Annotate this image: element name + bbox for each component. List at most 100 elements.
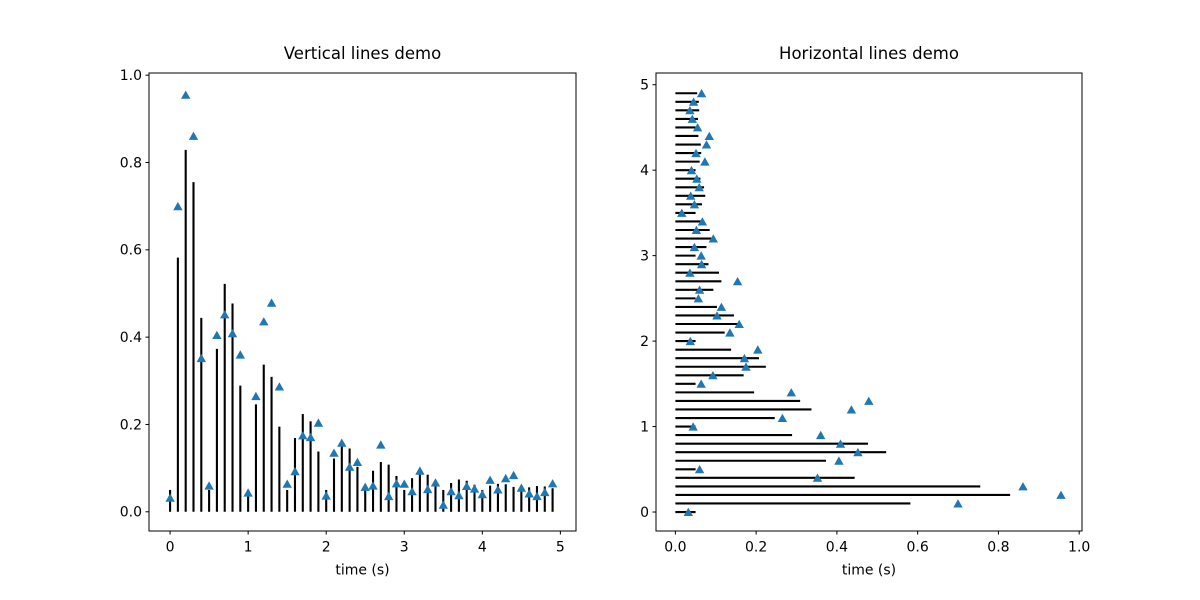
marker-triangle — [384, 491, 394, 501]
y-tick-label: 0.6 — [120, 243, 142, 259]
marker-triangle — [741, 362, 751, 371]
right-axes: Horizontal lines demo 0.0 0.2 0.4 0.6 0.8 1.0… — [640, 44, 1090, 579]
marker-triangle — [777, 413, 788, 422]
marker-triangle — [547, 479, 558, 488]
marker-triangle — [701, 140, 712, 149]
marker-triangle — [853, 447, 863, 457]
marker-triangle — [691, 225, 702, 234]
y-tick-label: 1.0 — [120, 68, 142, 84]
marker-triangle — [337, 438, 347, 447]
marker-triangle — [485, 475, 495, 484]
marker-triangle — [274, 382, 285, 391]
x-tick-label: 0.4 — [826, 540, 848, 556]
marker-triangle — [251, 391, 261, 401]
marker-triangle — [677, 208, 687, 217]
marker-triangle — [196, 353, 206, 363]
marker-triangle — [493, 485, 503, 494]
y-tick-label: 3 — [640, 249, 649, 265]
marker-triangle — [477, 490, 487, 499]
left-axes-stem-lines — [169, 149, 554, 512]
marker-triangle — [704, 131, 714, 140]
marker-triangle — [708, 371, 718, 380]
marker-triangle — [696, 251, 706, 260]
marker-triangle — [243, 488, 253, 497]
marker-triangle — [540, 487, 550, 497]
marker-triangle — [685, 268, 695, 277]
marker-triangle — [329, 448, 339, 457]
marker-triangle — [694, 183, 704, 192]
y-tick-label: 0.4 — [120, 330, 142, 346]
marker-triangle — [688, 422, 698, 431]
marker-triangle — [725, 328, 735, 337]
left-axes-markers — [165, 90, 558, 509]
marker-triangle — [953, 499, 963, 508]
marker-triangle — [693, 294, 704, 303]
axes-spine — [148, 72, 577, 532]
marker-triangle — [692, 123, 703, 132]
marker-triangle — [532, 491, 542, 501]
marker-triangle — [691, 148, 701, 158]
marker-triangle — [689, 200, 700, 209]
marker-triangle — [282, 479, 292, 488]
marker-triangle — [846, 405, 857, 414]
x-tick-label: 0.6 — [907, 540, 929, 556]
marker-triangle — [204, 481, 214, 490]
marker-triangle — [685, 336, 695, 346]
left-chart-title: Vertical lines demo — [284, 44, 441, 63]
marker-triangle — [694, 285, 705, 294]
x-tick-label: 0.8 — [987, 540, 1009, 556]
marker-triangle — [501, 473, 511, 483]
marker-triangle — [835, 439, 846, 448]
x-tick-label: 3 — [400, 540, 409, 556]
marker-triangle — [686, 191, 696, 200]
marker-triangle — [696, 89, 707, 98]
marker-triangle — [753, 345, 763, 354]
marker-triangle — [173, 201, 183, 211]
marker-triangle — [462, 481, 472, 490]
marker-triangle — [376, 440, 386, 449]
right-axes-markers — [677, 89, 1066, 516]
y-tick-label: 1 — [640, 419, 649, 435]
right-chart-title: Horizontal lines demo — [779, 44, 959, 63]
marker-triangle — [259, 317, 269, 326]
left-axes: Vertical lines demo 0 1 2 3 4 5 0.0 0.2 0.4 0.6 0.… — [120, 44, 577, 579]
y-tick-label: 0 — [640, 505, 649, 521]
marker-triangle — [446, 487, 456, 496]
marker-triangle — [266, 298, 277, 307]
marker-triangle — [1018, 482, 1028, 491]
marker-triangle — [235, 350, 245, 359]
x-tick-label: 5 — [556, 540, 565, 556]
marker-triangle — [415, 466, 425, 475]
left-axes-ticks: 0 1 2 3 4 5 0.0 0.2 0.4 0.6 0.8 1.0 — [120, 68, 577, 556]
left-xaxis-label: time (s) — [335, 563, 389, 579]
y-tick-label: 4 — [640, 163, 649, 179]
y-tick-label: 5 — [640, 78, 649, 94]
marker-triangle — [391, 479, 402, 488]
marker-triangle — [834, 456, 844, 465]
marker-triangle — [212, 330, 222, 339]
marker-triangle — [469, 484, 480, 493]
marker-triangle — [290, 466, 300, 476]
marker-triangle — [686, 165, 697, 175]
marker-triangle — [716, 302, 727, 311]
y-tick-label: 0.0 — [120, 505, 142, 521]
y-tick-label: 2 — [640, 334, 649, 350]
y-tick-label: 0.8 — [120, 155, 142, 171]
y-tick-label: 0.2 — [120, 417, 142, 433]
x-tick-label: 1 — [244, 540, 253, 556]
marker-triangle — [423, 484, 433, 494]
marker-triangle — [368, 481, 378, 490]
marker-triangle — [399, 479, 409, 488]
marker-triangle — [227, 328, 238, 338]
marker-triangle — [697, 217, 708, 226]
marker-triangle — [689, 242, 700, 252]
marker-triangle — [864, 396, 874, 405]
marker-triangle — [812, 473, 823, 482]
marker-triangle — [454, 490, 464, 500]
marker-triangle — [508, 470, 519, 480]
marker-triangle — [692, 174, 702, 183]
marker-triangle — [739, 353, 750, 363]
marker-triangle — [181, 90, 191, 99]
